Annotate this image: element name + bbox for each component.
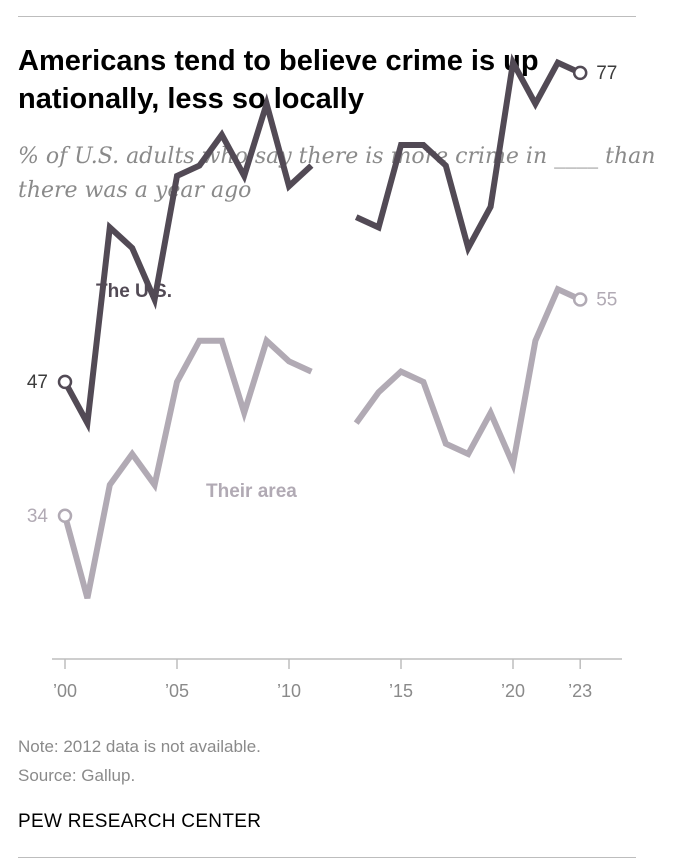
x-axis: ’00 ’05 ’10 ’15 ’20 ’23 bbox=[52, 658, 622, 701]
chart-subtitle: % of U.S. adults who say there is more c… bbox=[18, 144, 656, 203]
series-line-us-late bbox=[354, 53, 582, 256]
chart-title: Americans tend to believe crime is up na… bbox=[18, 45, 539, 115]
x-tick-label: ’20 bbox=[501, 681, 525, 701]
series-name-us: The U.S. bbox=[96, 281, 172, 302]
top-rule bbox=[18, 16, 636, 17]
series-line-their-area-early bbox=[62, 335, 313, 599]
end-point-their-area bbox=[572, 292, 588, 307]
series-lines bbox=[57, 53, 588, 599]
x-tick-label: ’10 bbox=[277, 681, 301, 701]
end-label-us: 77 bbox=[596, 63, 617, 84]
source-note: Source: Gallup. bbox=[18, 766, 136, 785]
x-tick-label: ’00 bbox=[53, 681, 77, 701]
x-tick-label: ’05 bbox=[165, 681, 189, 701]
start-label-us: 47 bbox=[27, 372, 48, 393]
series-line-their-area-late bbox=[353, 285, 582, 475]
start-label-their-area: 34 bbox=[27, 506, 49, 527]
start-point-us bbox=[57, 374, 73, 390]
series-line-us-early bbox=[62, 93, 314, 433]
footnote: Note: 2012 data is not available. bbox=[18, 737, 261, 756]
bottom-rule bbox=[18, 857, 636, 858]
series-name-their-area: Their area bbox=[206, 481, 297, 502]
publisher-brand: PEW RESEARCH CENTER bbox=[18, 811, 262, 832]
start-point-their-area bbox=[57, 508, 73, 524]
x-tick-label: ’15 bbox=[389, 681, 413, 701]
end-point-us bbox=[572, 65, 588, 81]
chart-labels: 47 77 34 55 The U.S. Their area bbox=[27, 63, 617, 527]
end-label-their-area: 55 bbox=[596, 290, 617, 311]
line-chart: ’00 ’05 ’10 ’15 ’20 ’23 47 77 34 55 The U.S. Their… bbox=[27, 53, 622, 701]
x-tick-label: ’23 bbox=[568, 681, 592, 701]
